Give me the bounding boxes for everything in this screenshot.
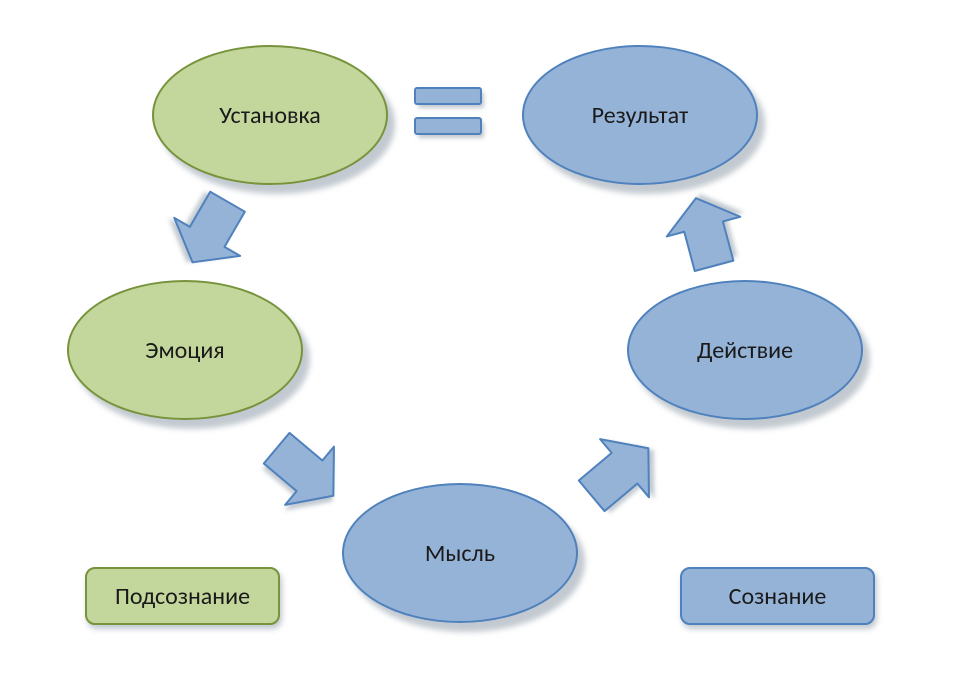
label-deystvie: Действие [697,336,793,365]
label-podsoznanie: Подсознание [115,582,250,611]
label-soznanie: Сознание [729,582,827,611]
label-ustanovka: Установка [219,101,321,130]
label-rezultat: Результат [592,101,689,130]
equals-icon [410,83,486,143]
arr-deystvie-rezultat [619,146,791,318]
arr-emociya-mysl [219,386,391,558]
arr-ustanovka-emociya [124,146,296,318]
label-emociya: Эмоция [145,336,224,365]
arr-mysl-deystvie [534,386,706,558]
node-podsoznanie: Подсознание [85,567,280,625]
node-soznanie: Сознание [680,567,875,625]
label-mysl: Мысль [425,539,495,568]
diagram-stage: Установка Результат Эмоция Действие Мысл… [0,0,967,673]
